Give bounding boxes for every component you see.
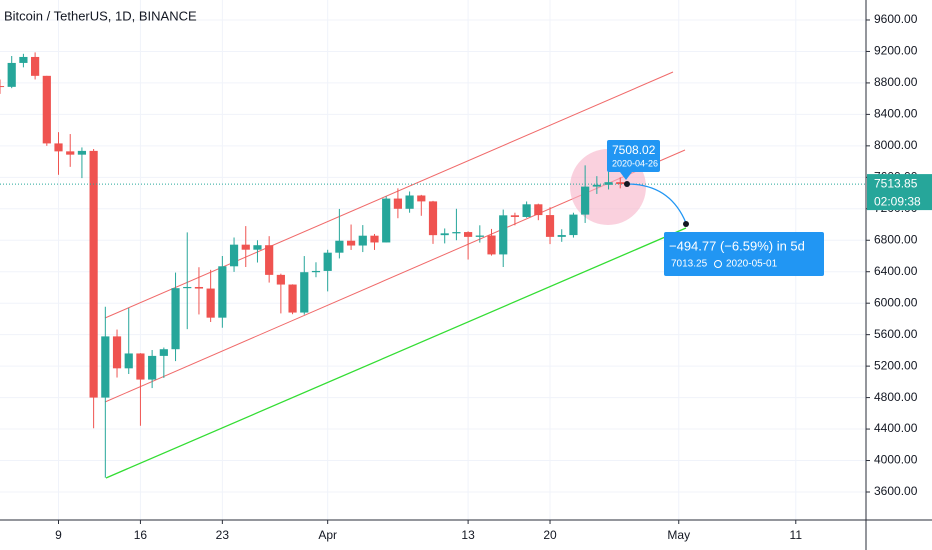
x-tick-label: 20 (543, 528, 557, 542)
candle-body (77, 150, 87, 155)
y-tick-label: 6800.00 (874, 232, 918, 246)
marker-pointer (620, 172, 632, 180)
candle-body (159, 349, 168, 356)
projection-change: −494.77 (−6.59%) in 5d (669, 238, 805, 253)
y-tick-label: 4800.00 (874, 390, 918, 404)
chart-title: Bitcoin / TetherUS, 1D, BINANCE (4, 8, 197, 23)
y-tick-label: 8400.00 (874, 107, 918, 121)
candle-body (417, 195, 426, 202)
marker-price: 7508.02 (612, 143, 656, 157)
candle-body (358, 235, 367, 246)
candle-body (311, 270, 321, 273)
candle-body (557, 235, 566, 237)
y-tick-label: 9200.00 (874, 44, 918, 58)
candle-body (19, 56, 28, 63)
candle-body (452, 232, 461, 234)
candle-body (276, 274, 285, 285)
candle-body (89, 150, 98, 398)
candle-body (440, 233, 449, 236)
candle-body (101, 336, 110, 398)
candle-body (370, 235, 379, 243)
y-tick-label: 4000.00 (874, 453, 918, 467)
candle-body (54, 143, 63, 152)
y-tick-label: 9600.00 (874, 12, 918, 26)
candle-body (323, 252, 332, 271)
x-tick-label: 9 (55, 528, 62, 542)
x-tick-label: May (667, 528, 690, 542)
candle-body (124, 353, 133, 369)
marker-label-box (607, 140, 660, 172)
x-tick-label: 13 (461, 528, 475, 542)
y-tick-label: 3600.00 (874, 484, 918, 498)
candle-body (534, 204, 543, 216)
candle-body (0, 86, 5, 88)
candle-body (545, 215, 555, 237)
countdown: 02:09:38 (874, 194, 921, 208)
candle-body (136, 353, 145, 380)
projection-date: 2020-05-01 (726, 259, 778, 270)
candle-body (604, 182, 613, 185)
candle-body (112, 336, 122, 369)
trend-line (105, 227, 687, 479)
candle-body (288, 284, 297, 313)
candle-body (382, 198, 391, 243)
x-tick-label: Apr (318, 528, 337, 542)
candle-body (194, 286, 204, 289)
clock-icon (714, 260, 722, 268)
x-tick-label: 23 (216, 528, 230, 542)
candle-body (229, 244, 239, 267)
y-tick-label: 8800.00 (874, 75, 918, 89)
projection-price: 7013.25 (671, 259, 708, 270)
y-tick-label: 4400.00 (874, 421, 918, 435)
candle-body (510, 215, 520, 217)
candle-body (206, 288, 215, 318)
candle-body (148, 355, 157, 380)
marker-date: 2020-04-26 (612, 158, 658, 168)
candle-body (475, 235, 484, 237)
candle-body (265, 245, 274, 275)
last-price-label: 7513.85 (874, 176, 918, 190)
projection-start (624, 181, 630, 187)
last-price-box (867, 174, 932, 211)
candle-body (522, 204, 531, 217)
candle-body (42, 75, 51, 144)
candle-body (253, 245, 262, 250)
candle-body (171, 288, 180, 350)
candle-body (616, 182, 625, 185)
candle-body (428, 201, 438, 236)
candle-body (300, 272, 309, 313)
candle-body (393, 198, 402, 209)
candle-body (335, 240, 344, 253)
y-tick-label: 8000.00 (874, 138, 918, 152)
y-tick-label: 6000.00 (874, 295, 918, 309)
candle-body (499, 215, 508, 255)
candles (0, 52, 625, 478)
projection-end (683, 221, 689, 227)
y-tick-label: 6400.00 (874, 264, 918, 278)
candle-body (487, 235, 496, 255)
projection-box (664, 232, 824, 276)
candle-body (241, 244, 250, 250)
candle-body (569, 214, 578, 236)
candle-body (592, 184, 601, 187)
candle-body (31, 56, 40, 76)
y-tick-label: 5200.00 (874, 358, 918, 372)
x-tick-label: 16 (134, 528, 148, 542)
candle-body (218, 266, 227, 318)
projection-arrow (626, 183, 687, 224)
candle-body (66, 151, 75, 155)
y-tick-label: 5600.00 (874, 327, 918, 341)
x-tick-label: 11 (790, 528, 803, 542)
candle-body (581, 186, 590, 215)
candle-body (183, 286, 192, 289)
candle-body (464, 232, 473, 237)
channel-upper (104, 71, 674, 319)
candle-body (405, 195, 414, 209)
candle-body (346, 240, 356, 246)
candle-body (7, 62, 16, 87)
